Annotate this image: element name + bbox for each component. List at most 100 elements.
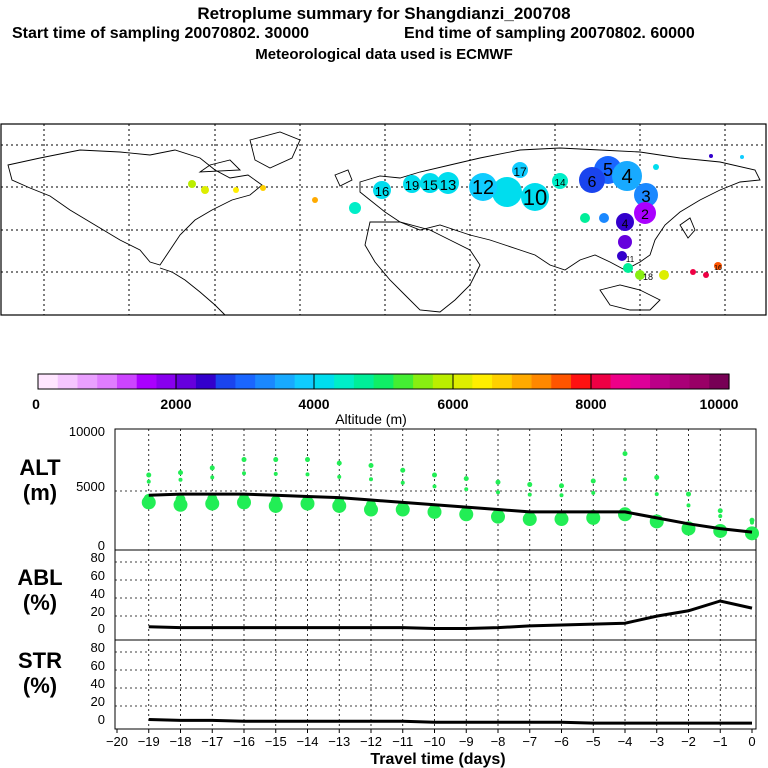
str-line	[148, 718, 752, 725]
colorbar-swatch	[630, 374, 651, 389]
colorbar-swatch	[294, 374, 315, 389]
plume-point	[703, 272, 709, 278]
colorbar-swatch	[176, 374, 197, 389]
alt-plume-point	[622, 451, 628, 457]
plume-point	[653, 164, 659, 170]
alt-plume-point	[718, 514, 723, 519]
x-tick-label: −17	[201, 734, 223, 749]
colorbar-tick: 10000	[700, 396, 739, 412]
map-day-label: 13	[440, 177, 457, 194]
x-tick-label: −3	[649, 734, 664, 749]
plume-point	[634, 202, 656, 224]
alt-plume-point	[273, 457, 279, 463]
alt-plume-point	[239, 493, 249, 504]
plume-point	[580, 213, 590, 223]
panel-label-str: STR	[18, 648, 62, 673]
alt-plume-point	[242, 471, 246, 476]
colorbar-swatch	[571, 374, 592, 389]
map-day-label: 4	[621, 166, 632, 188]
alt-plume-point	[305, 457, 310, 463]
alt-plume-point	[496, 490, 500, 495]
plume-point	[201, 186, 209, 194]
plume-point	[618, 235, 632, 249]
plume-point	[521, 183, 549, 211]
colorbar-swatch	[472, 374, 493, 389]
x-tick-label: −1	[713, 734, 728, 749]
alt-plume-point	[559, 483, 564, 489]
map-day-label: 12	[472, 177, 494, 199]
x-tick-label: 0	[748, 734, 755, 749]
alt-plume-point	[270, 495, 281, 506]
map-day-label: 10	[523, 185, 547, 210]
alt-plume-point	[654, 474, 660, 480]
alt-plume-point	[207, 493, 218, 504]
alt-plume-point	[369, 477, 373, 482]
colorbar-frame	[37, 373, 730, 390]
colorbar-swatch	[255, 374, 276, 389]
plume-markers	[188, 154, 744, 280]
plume-point	[403, 175, 421, 193]
alt-plume-point	[400, 467, 406, 473]
plume-point	[469, 173, 497, 201]
str-y-tick: 40	[91, 676, 105, 691]
plume-point	[659, 270, 669, 280]
x-tick-label: −12	[360, 734, 382, 749]
plume-point	[579, 167, 605, 193]
colorbar-swatch	[432, 374, 454, 389]
colorbar-swatch	[156, 374, 177, 389]
colorbar-swatch	[38, 374, 59, 389]
x-tick-label: −9	[459, 734, 474, 749]
x-tick-label: −18	[169, 734, 191, 749]
colorbar-swatch	[235, 374, 256, 389]
alt-plume-point	[686, 491, 691, 497]
x-tick-label: −11	[392, 734, 413, 749]
map-day-label: 4	[622, 217, 629, 231]
alt-plume-point	[527, 492, 532, 497]
alt-plume-point	[750, 520, 754, 525]
plume-point	[437, 172, 459, 194]
plume-point	[512, 162, 528, 178]
alt-plume-point	[717, 508, 723, 514]
abl-y-tick: 20	[91, 604, 105, 619]
alt-plume-point	[241, 457, 247, 463]
plume-point	[373, 181, 391, 199]
plume-point	[552, 173, 568, 189]
plume-point	[260, 185, 266, 191]
colorbar-swatch	[77, 374, 98, 389]
str-y-tick: 60	[91, 658, 105, 673]
colorbar-swatch	[136, 374, 158, 389]
colorbar-swatch	[452, 374, 473, 389]
alt-plume-point	[400, 480, 405, 485]
alt-plume-point	[686, 503, 691, 508]
colorbar-label: Altitude (m)	[335, 411, 407, 427]
colorbar-swatch	[314, 374, 335, 389]
alt-plume-point	[747, 527, 757, 538]
colorbar-swatch	[650, 374, 671, 389]
plume-point	[714, 262, 722, 270]
map-day-label: 16	[375, 184, 389, 199]
str-y-ticks: 80 60 40 20 0	[91, 640, 105, 727]
plume-point	[312, 197, 318, 203]
x-tick-label: −8	[491, 734, 506, 749]
colorbar-swatch	[57, 374, 79, 389]
colorbar-swatch	[689, 374, 710, 389]
colorbar-swatch	[669, 374, 691, 389]
x-tick-labels: −20 −19 −18 −17 −16 −15 −14 −13 −12 −11 −10 −9 −8 −7−…	[106, 729, 756, 749]
alt-plume-point	[495, 479, 501, 485]
map-day-label: 11	[626, 255, 635, 264]
colorbar-swatch	[492, 374, 513, 389]
colorbar-swatch	[116, 374, 138, 389]
str-y-tick: 20	[91, 694, 105, 709]
panel-labels: ALT (m) ABL (%) STR (%)	[17, 455, 62, 698]
map-day-label: 2	[641, 206, 649, 222]
x-tick-label: −19	[138, 734, 160, 749]
alt-plume-point	[146, 472, 152, 478]
x-tick-label: −2	[681, 734, 696, 749]
plume-point	[612, 161, 642, 191]
alt-plume-point	[368, 463, 374, 469]
colorbar-tick-labels: 0 2000 4000 6000 8000 10000	[32, 396, 739, 412]
alt-plume-point	[305, 472, 310, 477]
alt-y-tick: 0	[98, 538, 105, 553]
abl-y-tick: 40	[91, 586, 105, 601]
